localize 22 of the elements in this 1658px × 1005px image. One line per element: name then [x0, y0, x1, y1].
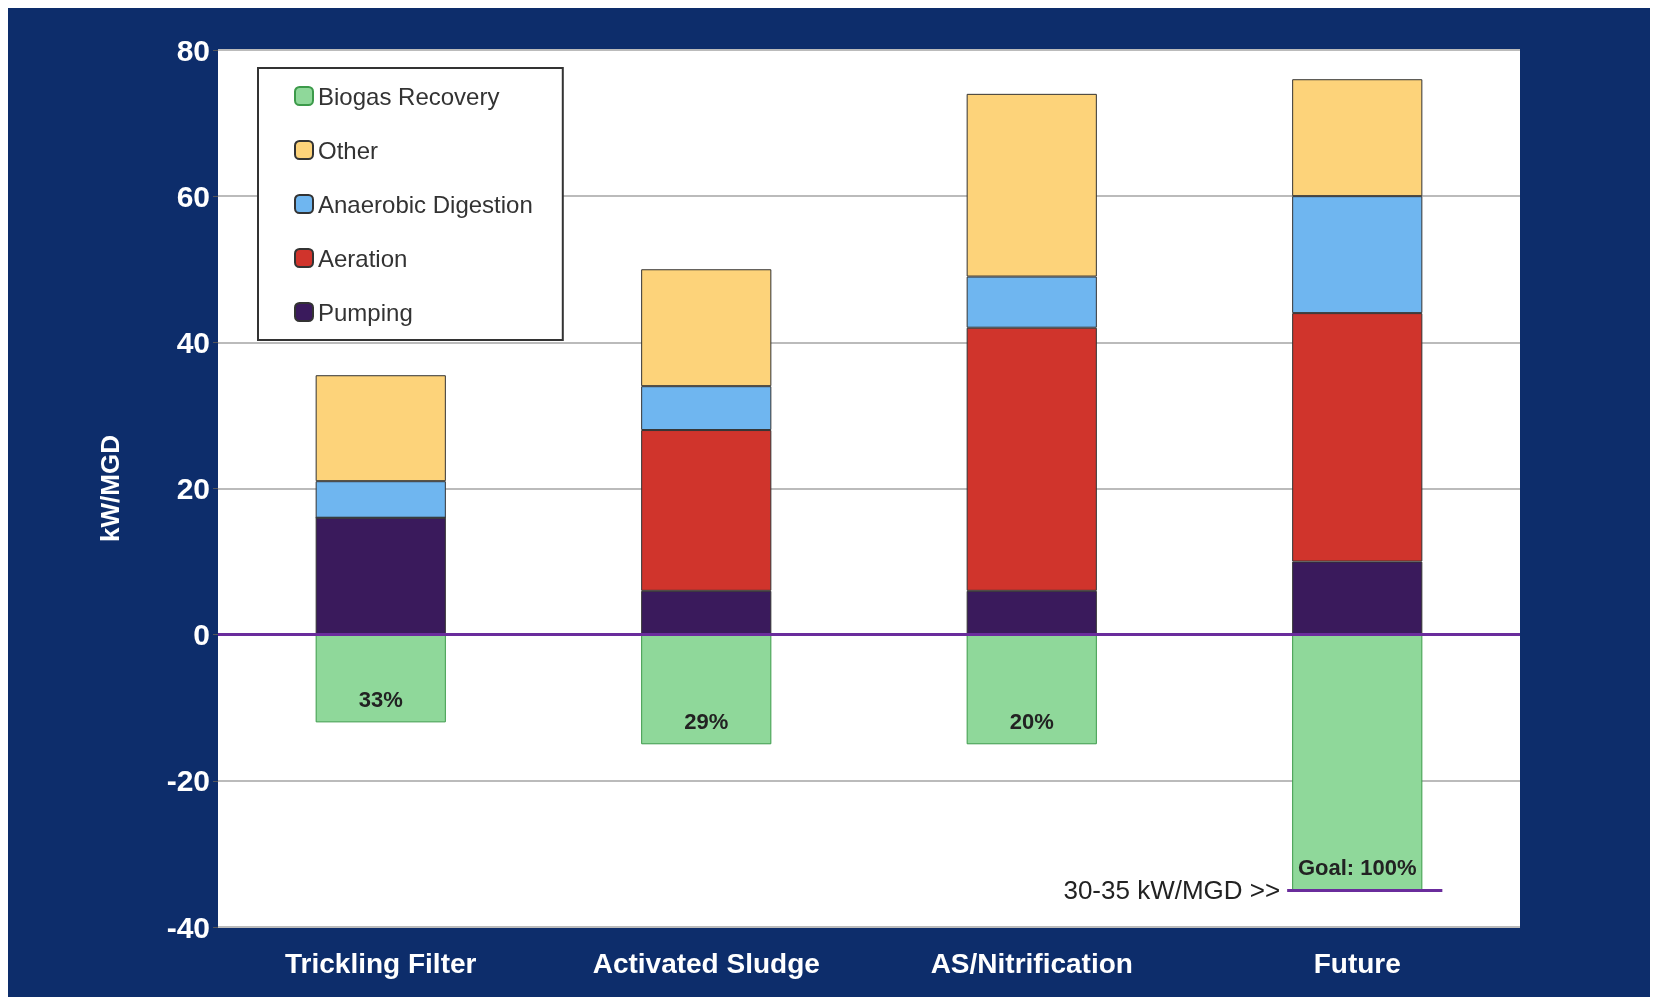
y-tick-label: 0 — [193, 618, 210, 652]
y-tick-label: -40 — [166, 910, 210, 944]
ref-line-label: 30-35 kW/MGD >> — [1063, 875, 1281, 906]
x-tick-label: Activated Sludge — [592, 947, 820, 979]
legend-label: Pumping — [318, 298, 413, 326]
y-tick-label: 20 — [176, 472, 210, 505]
legend-label: Aeration — [318, 244, 408, 272]
annotation: 33% — [358, 686, 403, 712]
annotation: 20% — [1009, 708, 1054, 734]
legend-label: Biogas Recovery — [318, 82, 500, 110]
y-tick-label: -20 — [166, 764, 210, 798]
x-tick-label: Trickling Filter — [285, 947, 477, 979]
y-tick-label: 40 — [176, 325, 210, 359]
annotation: Goal: 100% — [1297, 854, 1417, 880]
annotation: 29% — [684, 708, 729, 734]
legend-label: Other — [318, 136, 379, 164]
x-tick-label: Future — [1313, 947, 1401, 979]
y-tick-label: 60 — [176, 179, 210, 213]
y-tick-label: 80 — [176, 33, 210, 67]
y-axis-title: kW/MGD — [95, 435, 125, 542]
legend-label: Anaerobic Digestion — [318, 190, 533, 218]
x-tick-label: AS/Nitrification — [930, 947, 1133, 979]
